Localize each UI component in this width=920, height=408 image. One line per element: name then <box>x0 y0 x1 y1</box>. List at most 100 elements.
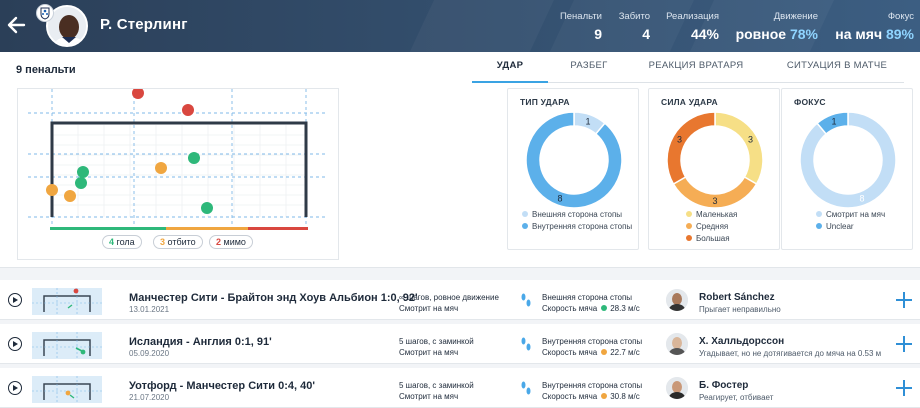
donut-slice-label: 3 <box>712 196 717 206</box>
legend-dot <box>522 211 528 217</box>
speed-label: Скорость мяча <box>542 392 598 401</box>
footprints-icon <box>521 293 531 307</box>
keeper-avatar <box>666 333 688 355</box>
match-title[interactable]: Манчестер Сити - Брайтон энд Хоув Альбио… <box>129 292 418 304</box>
add-icon[interactable] <box>896 292 912 308</box>
legend-item: Большая <box>686 234 730 243</box>
shot-power-donut: 3 3 3 <box>666 111 764 209</box>
outcome-bar-segment <box>248 227 308 230</box>
legend-label: Смотрит на мяч <box>826 210 886 219</box>
donut-slice[interactable] <box>714 111 764 186</box>
add-icon[interactable] <box>896 380 912 396</box>
legend-label: Внутренняя сторона стопы <box>532 222 633 231</box>
tab-shot[interactable]: УДАР <box>496 60 524 71</box>
penalty-row[interactable]: Исландия - Англия 0:1, 91' 05.09.2020 5 … <box>0 324 920 364</box>
shot-marker-saved[interactable] <box>46 184 58 196</box>
keeper-name: Х. Халльдорссон <box>699 336 785 347</box>
legend-item: Смотрит на мяч <box>816 210 885 219</box>
legend-goals-count: 4 <box>109 237 115 247</box>
shot-dot <box>65 390 71 396</box>
keeper-action: Реагирует, отбивает <box>699 393 774 402</box>
focus-info: Смотрит на мяч <box>399 392 459 401</box>
shot-type-donut: 18 <box>525 111 623 209</box>
zone-grid <box>28 89 328 229</box>
legend-dot <box>686 223 692 229</box>
speed-value: 30.8 м/с <box>610 392 640 401</box>
goal-map <box>17 87 339 260</box>
donut-slice[interactable] <box>816 111 849 136</box>
back-arrow-icon[interactable] <box>6 14 28 36</box>
legend-item: Внешняя сторона стопы <box>522 210 622 219</box>
legend-dot <box>686 235 692 241</box>
match-title[interactable]: Уотфорд - Манчестер Сити 0:4, 40' <box>129 380 315 392</box>
ball-speed: Скорость мяча 28.3 м/с <box>542 304 640 313</box>
run-up-info: 5 шагов, с заминкой <box>399 381 474 390</box>
outcome-bar-segment <box>50 227 166 230</box>
tab-match-situation[interactable]: СИТУАЦИЯ В МАТЧЕ <box>786 60 888 71</box>
donut-slice[interactable] <box>799 111 897 209</box>
shot-marker-saved[interactable] <box>155 162 167 174</box>
tab-keeper-reaction[interactable]: РЕАКЦИЯ ВРАТАРЯ <box>648 60 744 71</box>
speed-value: 22.7 м/с <box>610 348 640 357</box>
match-date: 13.01.2021 <box>129 305 170 314</box>
play-video-icon[interactable] <box>8 293 22 307</box>
legend-saved: 3 отбито <box>153 235 203 249</box>
shot-marker-goal[interactable] <box>201 202 213 214</box>
donut-slice[interactable] <box>525 111 623 209</box>
shot-marker-saved[interactable] <box>64 190 76 202</box>
team-crest-icon <box>36 4 54 22</box>
stat-value: ровное <box>735 26 787 42</box>
match-date: 05.09.2020 <box>129 349 170 358</box>
penalty-row[interactable]: Уотфорд - Манчестер Сити 0:4, 40' 21.07.… <box>0 368 920 408</box>
run-up-info: 5 шагов, с заминкой <box>399 337 474 346</box>
play-video-icon[interactable] <box>8 337 22 351</box>
keeper-avatar <box>666 377 688 399</box>
stat-value: на мяч <box>835 26 883 42</box>
shot-marker-goal[interactable] <box>75 177 87 189</box>
shot-thumbnail[interactable] <box>32 376 102 403</box>
play-video-icon[interactable] <box>8 381 22 395</box>
shot-power-card: СИЛА УДАРА 3 3 3 Маленькая Средняя Большая <box>648 88 780 250</box>
legend-label: Средняя <box>696 222 729 231</box>
add-icon[interactable] <box>896 336 912 352</box>
donut-slice-label: 8 <box>860 194 865 204</box>
shot-markers <box>46 87 213 214</box>
legend-missed: 2 мимо <box>209 235 253 249</box>
foot-type: Внутренняя сторона стопы <box>542 381 643 390</box>
legend-item: Внутренняя сторона стопы <box>522 222 632 231</box>
legend-goals-label: гола <box>116 237 135 247</box>
legend-dot <box>816 223 822 229</box>
shot-thumbnail[interactable] <box>32 332 102 359</box>
tab-run-up[interactable]: РАЗБЕГ <box>570 60 608 71</box>
legend-goals: 4 гола <box>102 235 142 249</box>
shot-marker-miss[interactable] <box>182 104 194 116</box>
legend-dot <box>816 211 822 217</box>
donut-slice[interactable] <box>666 111 716 186</box>
stat-value-wrap: на мяч 89% <box>835 26 914 42</box>
match-title[interactable]: Исландия - Англия 0:1, 91' <box>129 336 272 348</box>
legend-saved-label: отбито <box>167 237 196 247</box>
stat-percent: 78% <box>789 26 818 42</box>
shot-thumbnail[interactable] <box>32 288 102 315</box>
donut-slice-label: 1 <box>586 116 591 126</box>
stat-conversion: Реализация 44% <box>666 11 719 42</box>
tab-bar: УДАР РАЗБЕГ РЕАКЦИЯ ВРАТАРЯ СИТУАЦИЯ В М… <box>472 60 904 83</box>
legend-missed-label: мимо <box>223 237 246 247</box>
header-decor <box>387 0 573 52</box>
shot-power-title: СИЛА УДАРА <box>661 97 718 107</box>
penalty-row[interactable]: Манчестер Сити - Брайтон энд Хоув Альбио… <box>0 280 920 320</box>
stat-value-wrap: ровное 78% <box>736 26 818 42</box>
stat-label: Пенальти <box>559 11 602 22</box>
stat-movement: Движение ровное 78% <box>736 11 818 42</box>
shot-marker-goal[interactable] <box>77 166 89 178</box>
speed-label: Скорость мяча <box>542 304 598 313</box>
stat-value: 44% <box>690 26 719 42</box>
shot-marker-miss[interactable] <box>132 87 144 99</box>
donut-slice-label: 3 <box>748 135 753 145</box>
goal-map-svg <box>28 87 328 230</box>
stat-percent: 89% <box>885 26 914 42</box>
legend-label: Внешняя сторона стопы <box>532 210 623 219</box>
outcome-bar <box>50 227 308 230</box>
shot-marker-goal[interactable] <box>188 152 200 164</box>
legend-label: Unclear <box>826 222 854 231</box>
